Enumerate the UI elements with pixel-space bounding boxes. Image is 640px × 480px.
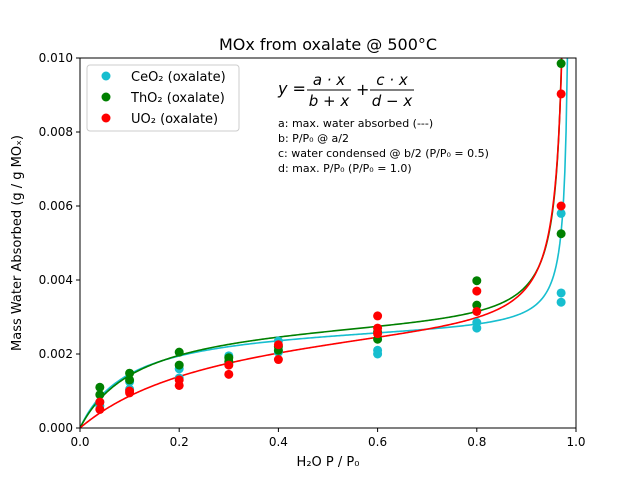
data-point-series-1 [95,382,105,392]
y-tick-label: 0.002 [39,347,73,361]
y-tick-label: 0.004 [39,273,73,287]
data-point-series-1 [95,390,105,400]
data-point-series-2 [472,286,482,296]
data-point-series-2 [95,405,105,414]
equation-denominator-2: d − x [372,92,413,110]
legend-marker-ceo2 [101,71,111,81]
note-c: c: water condensed @ b/2 (P/P₀ = 0.5) [278,147,489,160]
y-axis-label: Mass Water Absorbed (g / g MOₓ) [10,135,25,351]
note-b: b: P/P₀ @ a/2 [278,132,349,145]
note-a: a: max. water absorbed (---) [278,117,433,130]
data-point-series-2 [273,340,283,350]
x-tick-label: 0.6 [368,435,387,449]
y-tick-label: 0.000 [39,421,73,435]
equation-lhs: y = [277,79,306,98]
y-tick-label: 0.006 [39,199,73,213]
x-tick-label: 0.8 [467,435,486,449]
legend: CeO₂ (oxalate) ThO₂ (oxalate) UO₂ (oxala… [86,64,240,132]
data-point-series-0 [556,297,566,307]
fit-lines [80,58,569,428]
fit-curve-2 [80,58,563,428]
data-point-series-2 [556,201,566,211]
data-point-series-2 [472,306,482,316]
chart-title: MOx from oxalate @ 500°C [219,35,437,54]
y-axis: 0.000 0.002 0.004 0.006 0.008 0.010 [39,51,80,435]
data-point-series-2 [224,360,234,370]
x-axis: 0.0 0.2 0.4 0.6 0.8 1.0 [70,428,586,449]
data-point-series-1 [472,276,482,286]
legend-label-tho2: ThO₂ (oxalate) [130,91,225,106]
data-point-series-2 [273,355,283,365]
x-axis-label: H₂O P / P₀ [297,455,360,470]
data-point-series-1 [174,347,184,357]
y-tick-label: 0.008 [39,125,73,139]
data-point-series-1 [174,360,184,370]
x-tick-label: 1.0 [566,435,585,449]
axes-frame [79,57,577,429]
data-markers [95,59,566,414]
legend-marker-uo2 [101,113,111,123]
equation-numerator-2: c · x [376,71,408,89]
data-point-series-2 [556,89,566,99]
x-tick-label: 0.4 [269,435,288,449]
equation-denominator-1: b + x [309,92,350,110]
legend-label-ceo2: CeO₂ (oxalate) [131,70,226,85]
data-point-series-2 [95,397,105,407]
data-point-series-1 [125,375,135,385]
fit-equation: y = a · x b + x + c · x d − x [277,71,414,110]
data-point-series-0 [556,288,566,298]
plot-area [79,57,577,429]
data-point-series-2 [125,388,135,398]
data-point-series-2 [224,369,234,379]
equation-notes: a: max. water absorbed (---) b: P/P₀ @ a… [278,117,489,175]
data-point-series-0 [472,323,482,333]
data-point-series-2 [174,380,184,390]
legend-label-uo2: UO₂ (oxalate) [131,112,218,127]
note-d: d: max. P/P₀ (P/P₀ = 1.0) [278,162,412,175]
data-point-series-1 [472,300,482,310]
equation-plus: + [356,80,369,99]
data-point-series-0 [373,349,383,359]
data-point-series-1 [125,368,135,378]
data-point-series-0 [556,208,566,218]
x-tick-label: 0.2 [170,435,189,449]
x-tick-label: 0.0 [70,435,89,449]
data-point-series-1 [556,59,566,69]
legend-marker-tho2 [101,92,111,102]
fit-curve-1 [80,58,563,428]
y-tick-label: 0.010 [39,51,73,65]
legend-frame [86,64,240,132]
equation-numerator-1: a · x [313,71,345,89]
data-point-series-2 [373,329,383,339]
data-point-series-1 [556,229,566,239]
data-point-series-2 [373,311,383,321]
